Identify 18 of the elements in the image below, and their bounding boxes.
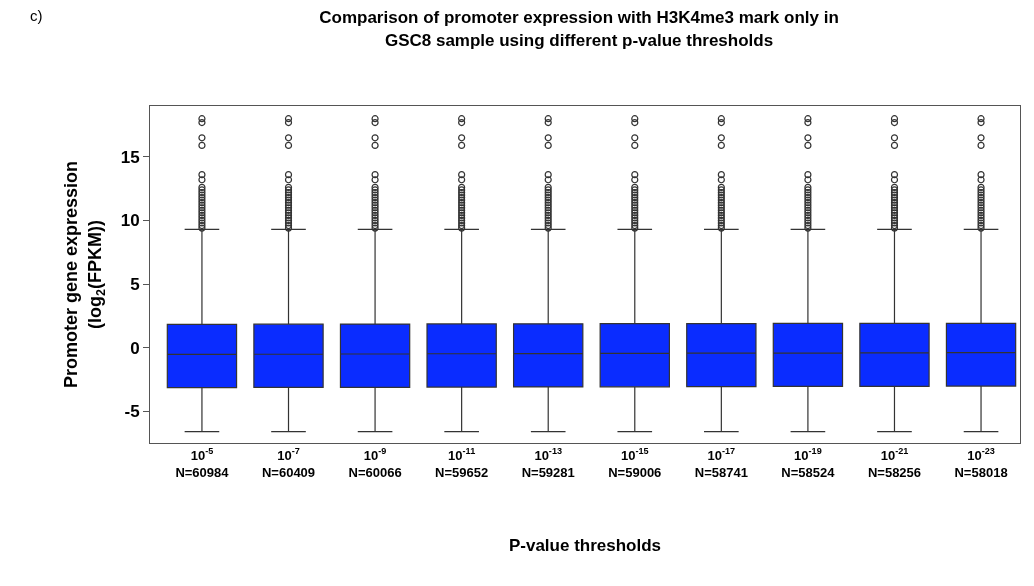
x-tick-label: 10$^{-7}$ N=60409 [261, 446, 316, 480]
x-tick-label: 10$^{-9}$ N=60066 [348, 446, 402, 480]
x-tick-label: 10$^{-19}$ N=58524 [781, 446, 836, 480]
y-tick-label: 15 [120, 147, 140, 167]
x-axis-title: P-value thresholds [508, 535, 662, 555]
x-tick-label: 10$^{-23}$ N=58018 [954, 446, 1008, 480]
chart-title: Comparison of promoter expression with H3K4me3 mark only in GSC8 sample using different p-value thresholds [319, 8, 839, 50]
text: c) [30, 7, 43, 24]
x-tick-label: 10$^{-15}$ N=59006 [608, 446, 662, 480]
y-tick-label: 5 [130, 274, 140, 294]
x-tick-label: 10$^{-17}$ N=58741 [694, 446, 748, 480]
y-tick-label: -5 [124, 402, 140, 422]
y-tick-label: 0 [130, 338, 140, 358]
x-tick-label: 10$^{-5}$ N=60984 [175, 446, 230, 480]
y-tick-label: 10 [120, 211, 140, 231]
x-tick-label: 10$^{-11}$ N=59652 [435, 446, 489, 480]
x-tick-label: 10$^{-13}$ N=59281 [521, 446, 575, 480]
x-tick-label: 10$^{-21}$ N=58256 [867, 446, 922, 480]
